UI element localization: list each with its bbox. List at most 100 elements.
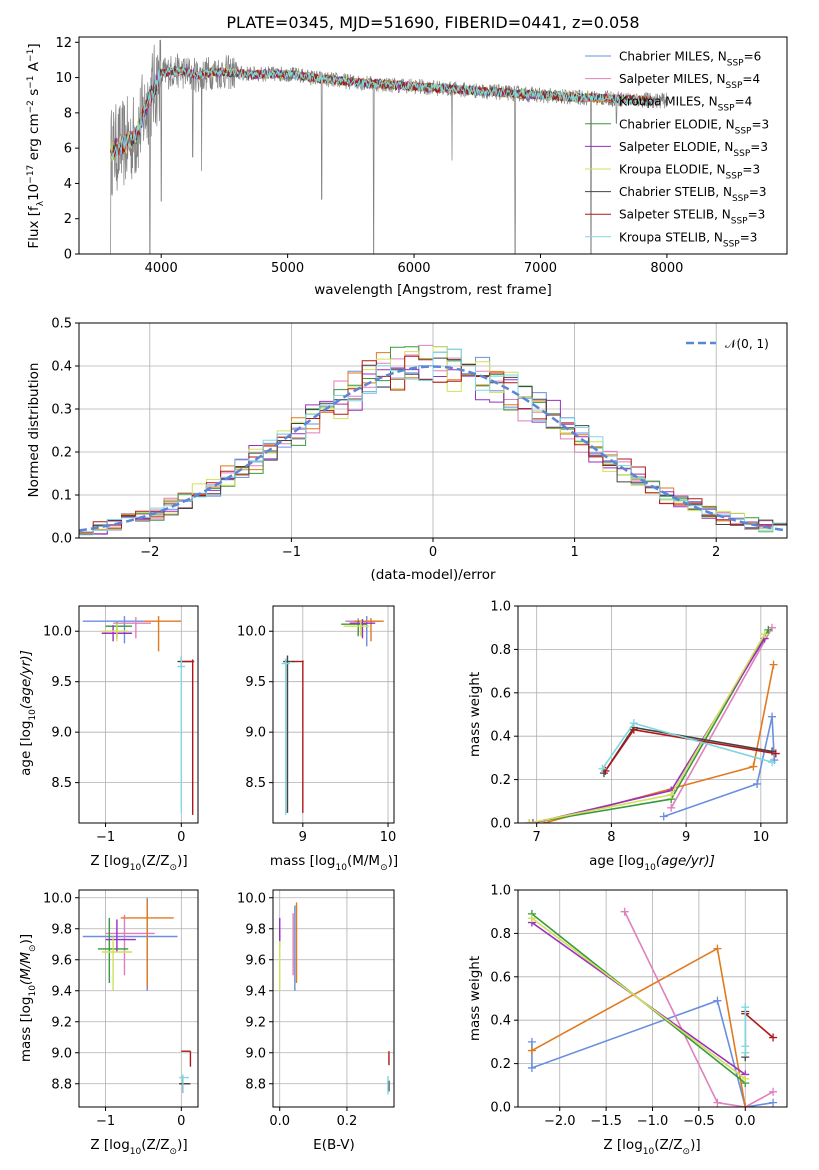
label-part: SSP (735, 126, 752, 136)
label-part: SSP (726, 172, 743, 182)
y-tick-label: 0.5 (51, 317, 72, 332)
label-part: 10 (130, 1147, 142, 1157)
label-part: 𝒩 (725, 337, 739, 351)
label-part: =3 (750, 140, 768, 154)
x-axis-label: Z [log10(Z/Z⊙)] (603, 1137, 700, 1157)
label-part: Salpeter ELODIE, N (619, 140, 733, 154)
plot-area (79, 344, 787, 536)
label-part: −1 (26, 49, 36, 62)
y-tick-label: 9.4 (245, 984, 266, 999)
y-tick-label: 12 (55, 36, 72, 51)
x-axis-label: age [log10(age/yr)] (589, 853, 715, 873)
x-tick-label: −1 (96, 1114, 115, 1129)
label-part: )] (177, 1137, 188, 1153)
label-part: (age/yr)] (656, 853, 715, 869)
label-part: Z [log (603, 1137, 642, 1153)
y-tick-label: 0 (64, 248, 72, 263)
y-tick-label: 4 (64, 177, 72, 192)
y-tick-label: 9.0 (245, 1046, 266, 1061)
label-part: ] (26, 43, 42, 48)
legend-label: Chabrier MILES, NSSP=6 (619, 50, 761, 69)
y-tick-label: 0.4 (51, 360, 72, 375)
series-salpeter-miles-marker (620, 907, 629, 916)
series-salpeter-stelib-marker (769, 1033, 778, 1042)
y-tick-label: 0.2 (490, 773, 511, 788)
series-chabrier-miles-marker (713, 996, 722, 1005)
series-salpeter-miles-marker (769, 1087, 778, 1096)
y-axis-label: mass [log10(M/M⊙)] (18, 934, 38, 1062)
plot-area (82, 616, 195, 815)
label-part: )] (388, 853, 399, 869)
label-part: Z [log (90, 853, 129, 869)
legend-label: Kroupa MILES, NSSP=4 (619, 95, 752, 114)
y-tick-label: 0.0 (51, 532, 72, 547)
y-tick-label: 0.2 (51, 446, 72, 461)
y-tick-label: 0.6 (490, 970, 511, 985)
x-tick-label: −0.5 (683, 1114, 715, 1129)
y-tick-label: 0.4 (490, 730, 511, 745)
label-part: Chabrier ELODIE, N (619, 117, 735, 131)
series-kroupa-stelib-marker (741, 1003, 750, 1012)
plot-area (82, 897, 192, 1094)
x-tick-label: 0.2 (337, 1114, 358, 1129)
label-part: −17 (26, 165, 36, 184)
y-tick-label: 6 (64, 142, 72, 157)
label-part: Normed distribution (26, 363, 42, 498)
y-tick-label: 9.0 (51, 1046, 72, 1061)
series-kroupa-stelib-marker (768, 758, 777, 767)
x-tick-label: −2 (140, 545, 159, 560)
y-axis-label: mass weight (467, 672, 483, 757)
axes-box (78, 889, 199, 1108)
label-part: mass [log (18, 997, 34, 1063)
label-part: ⊙ (170, 1147, 178, 1157)
x-tick-label: −1.5 (590, 1114, 622, 1129)
y-axis-label: age [log10(age/yr)] (18, 650, 38, 776)
x-tick-label: −1 (96, 830, 115, 845)
y-tick-label: 9.4 (51, 984, 72, 999)
label-part: A (26, 61, 42, 75)
legend-label: Salpeter STELIB, NSSP=3 (619, 208, 765, 227)
x-tick-label: 0.0 (735, 1114, 756, 1129)
label-part: ⊙ (683, 1147, 691, 1157)
legend-label: Kroupa STELIB, NSSP=3 (619, 230, 757, 249)
plot-area (527, 907, 778, 1107)
label-part: 10 (28, 709, 38, 721)
label-part: =6 (744, 50, 762, 64)
series-chabrier-miles-marker (753, 779, 762, 788)
y-tick-label: 0.4 (490, 1014, 511, 1029)
y-tick-label: 1.0 (490, 884, 511, 899)
x-tick-label: 10 (753, 830, 770, 845)
label-part: (age/yr)] (18, 650, 34, 709)
y-tick-label: 0.1 (51, 489, 72, 504)
label-part: )] (177, 853, 188, 869)
y-tick-label: 9.0 (245, 726, 266, 741)
plot-area (525, 623, 780, 823)
axes-frame: −1 08.59.09.510.0Z [log10(Z/Z⊙)]age [log1… (18, 605, 199, 873)
label-part: −1 (26, 75, 36, 88)
chart-mass-vs-Z: −1 08.89.09.29.49.69.810.0Z [log10(Z/Z⊙)]… (18, 889, 199, 1157)
label-part: s (26, 89, 42, 100)
label-part: =3 (749, 185, 767, 199)
legend-label: Salpeter ELODIE, NSSP=3 (619, 140, 768, 159)
series-kroupa-elodie-marker (760, 630, 769, 639)
series-kroupa-elodie (531, 917, 746, 1080)
x-tick-label: −2.0 (544, 1114, 576, 1129)
y-axis-label: Normed distribution (26, 363, 42, 498)
series-chabrier-miles-marker (527, 1063, 536, 1072)
series-kroupa-miles-marker (741, 1103, 750, 1107)
label-part: SSP (731, 217, 748, 227)
series-kroupa-miles-marker (527, 1046, 536, 1055)
series-kroupa-elodie-marker (525, 819, 534, 823)
y-axis-label: Flux [fλ10−17 erg cm−2 s−1 A−1] (26, 43, 46, 248)
y-tick-label: 9.0 (51, 726, 72, 741)
y-tick-label: 0.3 (51, 403, 72, 418)
x-tick-label: 8000 (650, 261, 683, 276)
y-tick-label: 8.5 (245, 776, 266, 791)
x-tick-label: 0 (177, 1114, 185, 1129)
chart-mass-vs-ebv: 0.0 0.2 8.8 9.0 9.2 9.4 9.6 9.8 10.0 E(B-V) (237, 889, 395, 1153)
normal-curve (79, 365, 787, 532)
x-tick-label: 2 (712, 545, 720, 560)
x-axis-label: mass [log10(M/M⊙)] (270, 853, 398, 873)
